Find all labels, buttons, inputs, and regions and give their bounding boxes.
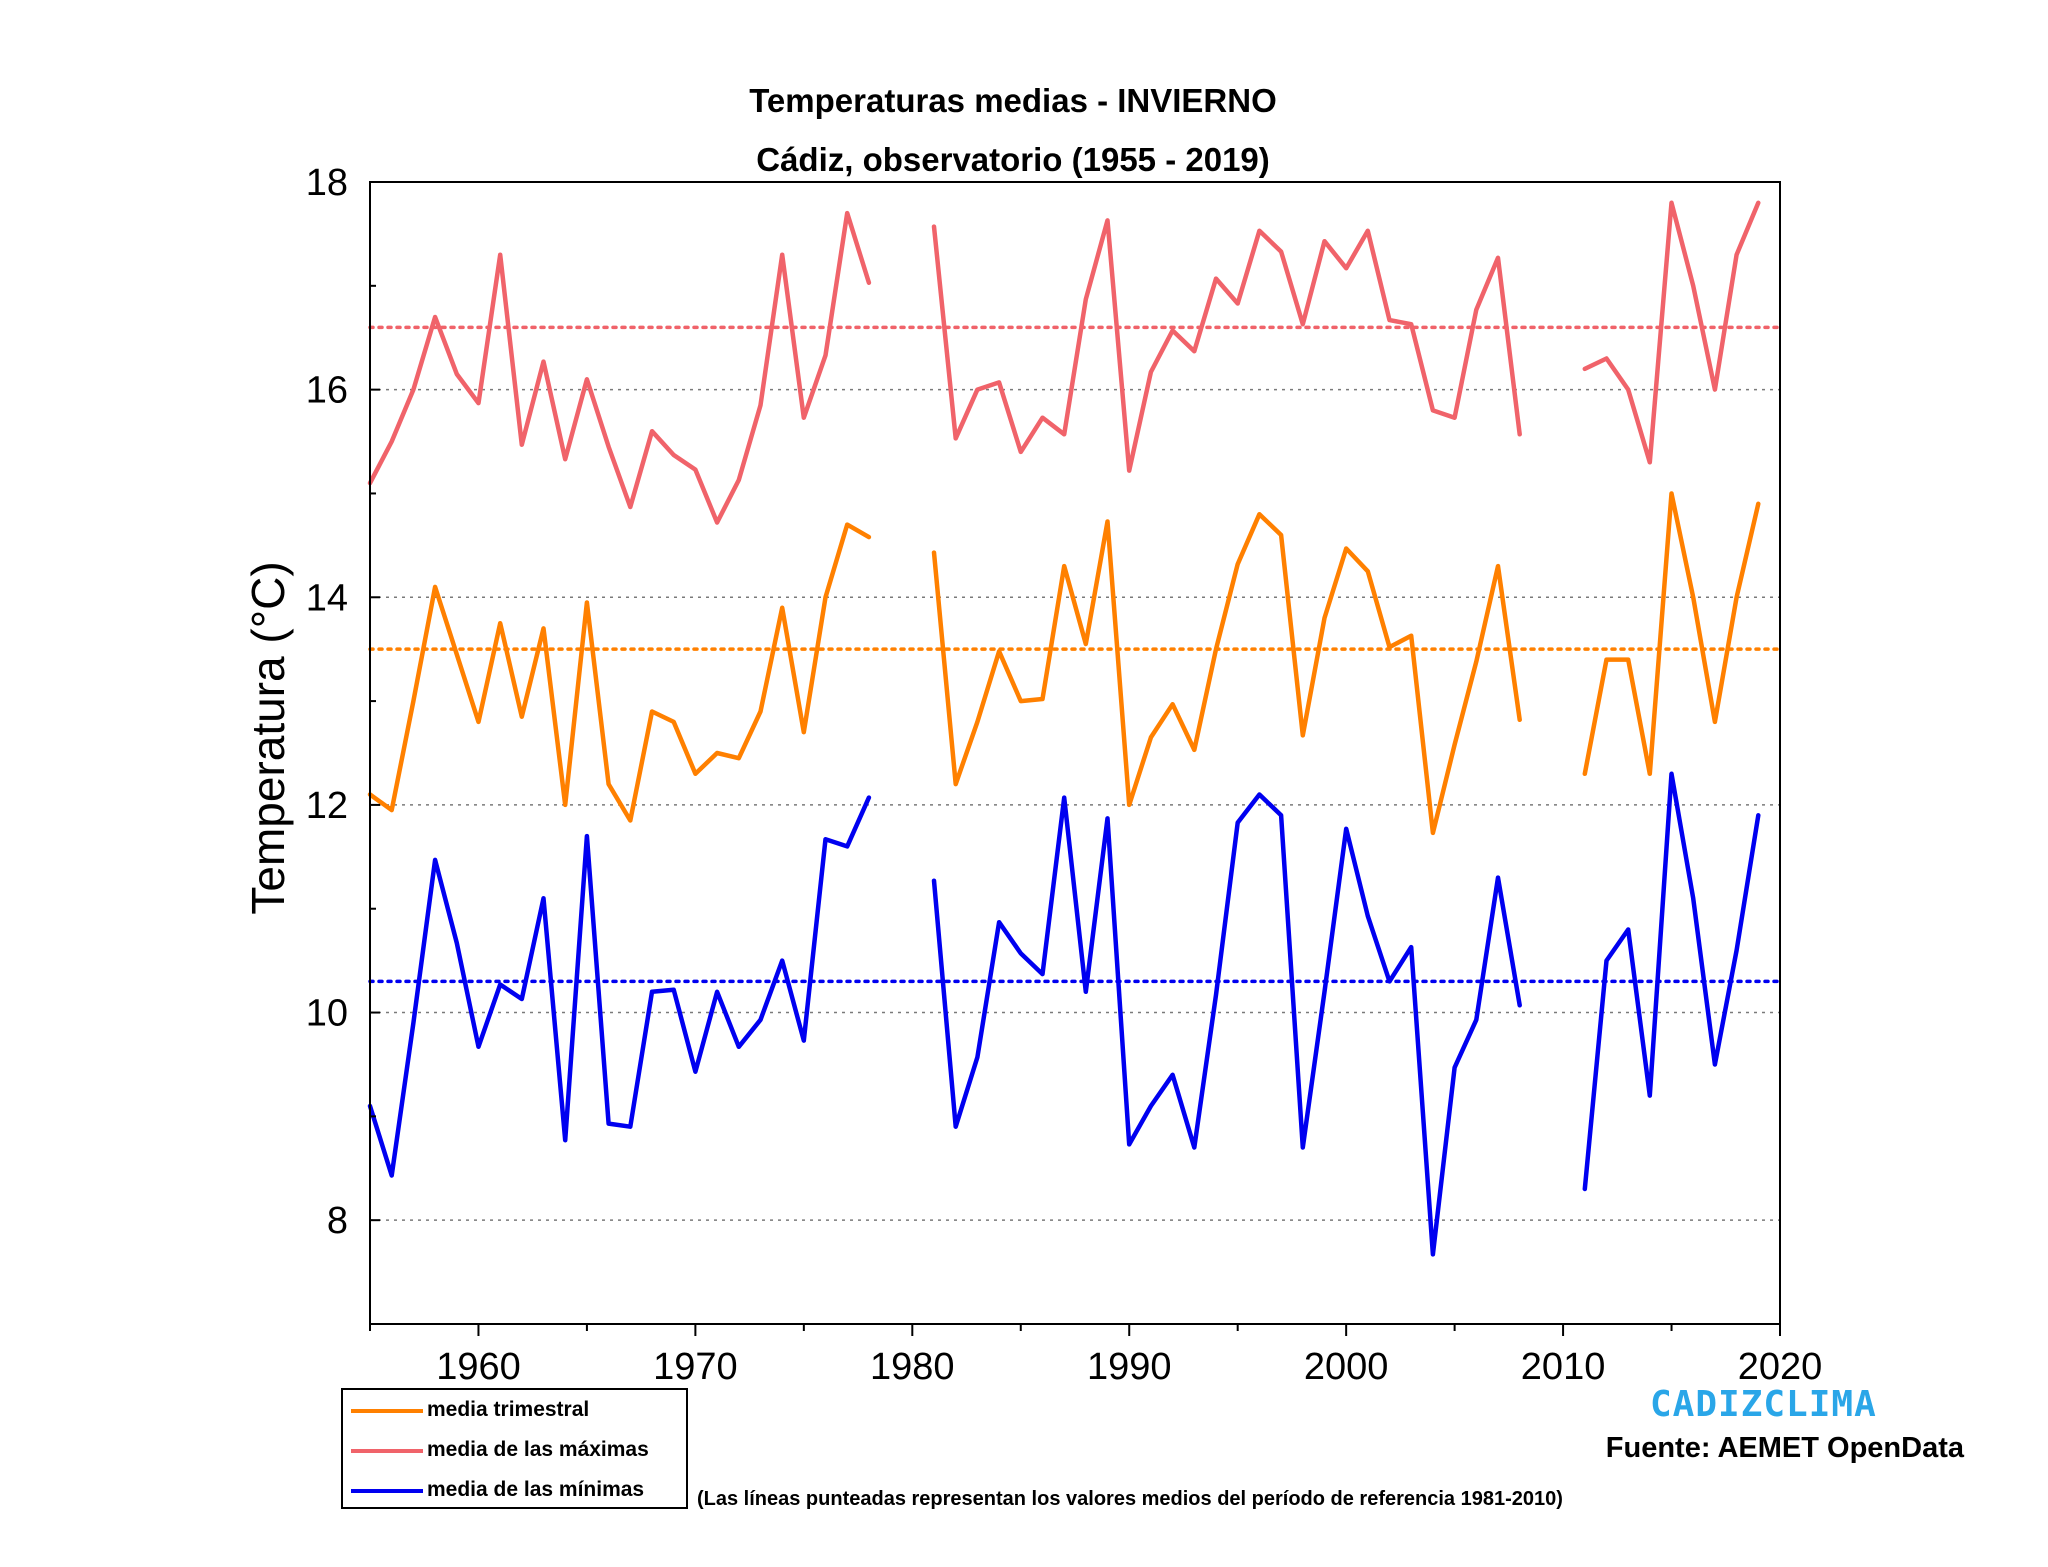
x-tick-label-1960: 1960 — [436, 1346, 521, 1388]
legend-item-media-minimas: media de las mínimas — [343, 1470, 686, 1510]
chart-title: Temperaturas medias - INVIERNO — [749, 82, 1277, 119]
x-tick-label-1980: 1980 — [870, 1346, 955, 1388]
x-tick-label-1990: 1990 — [1087, 1346, 1172, 1388]
x-tick-label-1970: 1970 — [653, 1346, 738, 1388]
plot-frame — [369, 181, 1781, 1325]
series-lines — [367, 200, 1761, 1257]
y-tick-label-16: 16 — [306, 370, 348, 412]
legend-item-media-maximas: media de las máximas — [343, 1430, 686, 1470]
y-tick-label-18: 18 — [306, 162, 348, 204]
y-tick-label-14: 14 — [306, 577, 348, 619]
legend-swatch-media-maximas — [351, 1449, 423, 1453]
x-tick-label-2010: 2010 — [1521, 1346, 1606, 1388]
reference-lines — [368, 325, 1782, 984]
brand-logo: CADIZCLIMA — [1650, 1384, 1877, 1425]
series-line-2 — [367, 771, 1761, 1257]
x-tick-label-2020: 2020 — [1738, 1346, 1823, 1388]
legend: media trimestral media de las máximas me… — [341, 1388, 688, 1509]
legend-label-media-maximas: media de las máximas — [427, 1438, 649, 1461]
y-tick-label-10: 10 — [306, 993, 348, 1035]
y-axis-label: Temperatura (°C) — [242, 561, 294, 914]
y-tick-label-8: 8 — [327, 1200, 348, 1242]
legend-swatch-media-minimas — [351, 1489, 423, 1493]
series-line-0 — [367, 491, 1761, 836]
grid-lines — [370, 388, 1780, 1221]
reference-note: (Las líneas punteadas representan los va… — [697, 1488, 1563, 1510]
legend-swatch-media-trimestral — [351, 1409, 423, 1413]
series-line-1 — [367, 200, 1761, 525]
legend-label-media-minimas: media de las mínimas — [427, 1478, 645, 1501]
x-tick-label-2000: 2000 — [1304, 1346, 1389, 1388]
legend-label-media-trimestral: media trimestral — [427, 1398, 590, 1421]
y-tick-label-12: 12 — [306, 785, 348, 827]
axis-ticks: 8 10 12 14 16 18 1960 1970 1980 1990 2000 2010 2020 — [306, 162, 1823, 1388]
legend-item-media-trimestral: media trimestral — [343, 1390, 686, 1430]
source-text: Fuente: AEMET OpenData — [1605, 1432, 1964, 1464]
chart-subtitle: Cádiz, observatorio (1955 - 2019) — [756, 141, 1270, 178]
